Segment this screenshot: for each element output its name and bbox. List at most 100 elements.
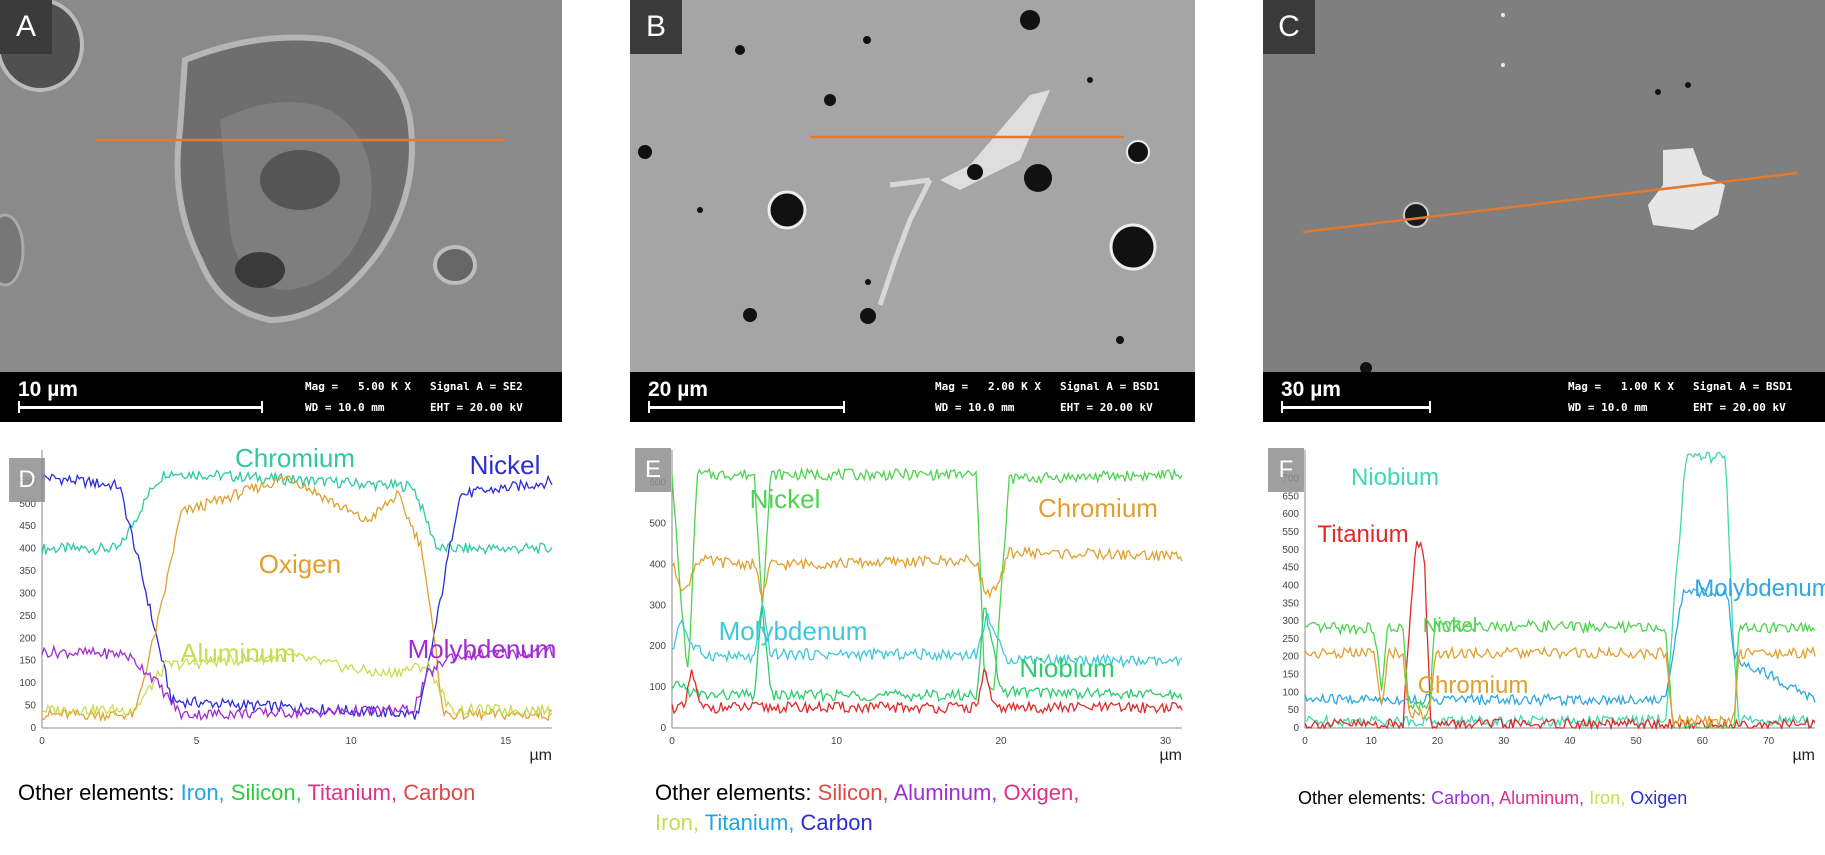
x-tick-label: 60 (1697, 736, 1709, 747)
sem-micrograph-b (630, 0, 1195, 422)
x-axis-label: µm (1159, 747, 1182, 764)
y-tick-label: 200 (649, 641, 666, 652)
sem-image-b: B 20 µm Mag = 2.00 K X Signal A = BSD1 W… (630, 0, 1195, 422)
series-label-chromium: Chromium (1418, 672, 1529, 699)
other-elements-label-d: Other elements: (18, 780, 175, 805)
scale-bar-b (648, 401, 845, 413)
y-tick-label: 100 (19, 678, 36, 689)
x-tick-label: 10 (831, 736, 843, 747)
series-label-molybdenum: Molybdenum (1694, 575, 1825, 602)
y-tick-label: 100 (1282, 687, 1299, 698)
other-element-iron: Iron, (655, 810, 700, 835)
x-tick-label: 30 (1160, 736, 1172, 747)
y-tick-label: 500 (19, 499, 36, 510)
other-element-carbon: Carbon, (1431, 788, 1496, 808)
x-tick-label: 15 (500, 736, 512, 747)
x-tick-label: 50 (1631, 736, 1643, 747)
sem-databar-c: 30 µm Mag = 1.00 K X Signal A = BSD1 WD … (1263, 372, 1825, 422)
series-line-aluminum (41, 650, 553, 718)
y-tick-label: 300 (19, 588, 36, 599)
sem-micrograph-a (0, 0, 562, 422)
sem-image-a: A 10 µm Mag = 5.00 K X Signal A = SE2 WD… (0, 0, 562, 422)
wd-c: WD = 10.0 mm (1568, 401, 1648, 414)
x-axis-label: µm (529, 747, 552, 764)
y-tick-label: 350 (1282, 598, 1299, 609)
scale-label-a: 10 µm (18, 378, 78, 401)
y-tick-label: 100 (649, 682, 666, 693)
panel-letter-d: D (9, 458, 45, 502)
series-line-chromium (1304, 645, 1816, 728)
y-tick-label: 500 (1282, 545, 1299, 556)
panel-letter-e: E (635, 448, 671, 492)
series-line-chromium (671, 545, 1183, 600)
scale-label-c: 30 µm (1281, 378, 1341, 401)
other-element-oxigen: Oxigen, (1003, 780, 1080, 805)
x-tick-label: 10 (1366, 736, 1378, 747)
x-axis-label: µm (1792, 747, 1815, 764)
series-label-oxigen: Oxigen (259, 549, 341, 579)
y-tick-label: 600 (1282, 509, 1299, 520)
other-elements-e: Other elements: Silicon, Aluminum, Oxige… (655, 780, 1079, 806)
other-element-carbon: Carbon (800, 810, 873, 835)
y-tick-label: 150 (19, 656, 36, 667)
x-tick-label: 0 (669, 736, 675, 747)
y-tick-label: 300 (1282, 616, 1299, 627)
other-element-carbon: Carbon (403, 780, 476, 805)
y-tick-label: 550 (1282, 527, 1299, 538)
wd-b: WD = 10.0 mm (935, 401, 1015, 414)
sem-databar-a: 10 µm Mag = 5.00 K X Signal A = SE2 WD =… (0, 372, 562, 422)
other-elements-label-e: Other elements: (655, 780, 812, 805)
y-tick-label: 400 (1282, 580, 1299, 591)
other-elements-label-f: Other elements: (1298, 788, 1427, 808)
other-element-silicon: Silicon, (230, 780, 302, 805)
series-line-molybdenum (1304, 586, 1816, 707)
series-line-nickel (671, 466, 1183, 691)
series-line-chromium (41, 469, 553, 557)
series-label-niobium: Niobium (1351, 464, 1439, 491)
other-element-silicon: Silicon, (817, 780, 889, 805)
series-line-unlabeled (671, 668, 1183, 715)
y-tick-label: 150 (1282, 670, 1299, 681)
x-tick-label: 0 (39, 736, 45, 747)
x-tick-label: 20 (1432, 736, 1444, 747)
series-label-niobium: Niobium (1019, 653, 1114, 683)
linescan-chart-d: 051015050100150200250300350400450500550µ… (0, 440, 562, 780)
series-label-aluminum: Aluminum (180, 638, 296, 668)
mag-c: Mag = 1.00 K X (1568, 380, 1674, 393)
series-label-molybdenum: Molybdenum (719, 616, 868, 646)
series-line-molybdenum (671, 603, 1183, 669)
panel-letter-c: C (1263, 0, 1315, 54)
wd-a: WD = 10.0 mm (305, 401, 385, 414)
linescan-svg-e: 01020300100200300400500600µmNickelChromi… (649, 450, 1183, 764)
y-tick-label: 650 (1282, 491, 1299, 502)
y-tick-label: 200 (19, 633, 36, 644)
other-element-iron: Iron, (1589, 788, 1626, 808)
mag-b: Mag = 2.00 K X (935, 380, 1041, 393)
series-line-niobium (1304, 451, 1816, 729)
signal-a: Signal A = SE2 (430, 380, 523, 393)
y-tick-label: 250 (19, 611, 36, 622)
other-elements-f: Other elements: Carbon, Aluminum, Iron, … (1298, 788, 1687, 809)
y-tick-label: 450 (1282, 563, 1299, 574)
scale-bar-a (18, 401, 263, 413)
signal-c: Signal A = BSD1 (1693, 380, 1793, 393)
linescan-chart-e: 01020300100200300400500600µmNickelChromi… (630, 440, 1192, 780)
y-tick-label: 350 (19, 566, 36, 577)
eht-b: EHT = 20.00 kV (1060, 401, 1153, 414)
other-elements-e-line2: Iron, Titanium, Carbon (655, 810, 873, 836)
other-element-oxigen: Oxigen (1630, 788, 1688, 808)
series-line-molybdenum (41, 644, 553, 722)
y-tick-label: 0 (1293, 723, 1299, 734)
other-element-titanium: Titanium, (307, 780, 398, 805)
series-label-molybdenum: Molybdenum (408, 634, 557, 664)
other-element-iron: Iron, (180, 780, 225, 805)
series-label-chromium: Chromium (1038, 493, 1158, 523)
other-elements-d: Other elements: Iron, Silicon, Titanium,… (18, 780, 475, 806)
y-tick-label: 400 (19, 544, 36, 555)
panel-letter-f: F (1268, 448, 1304, 492)
panel-letter-b: B (630, 0, 682, 54)
series-line-niobium (671, 606, 1183, 704)
linescan-svg-f: 0 10 20 30 40 50 60 70 0 50 100 150 200 250 300 350 400 4… (1282, 450, 1825, 764)
series-label-nickel: Nickel (750, 484, 821, 514)
eht-c: EHT = 20.00 kV (1693, 401, 1786, 414)
